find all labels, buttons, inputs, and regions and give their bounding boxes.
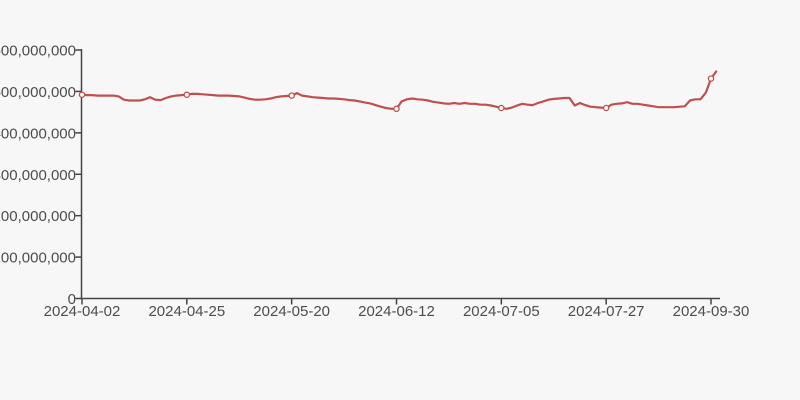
x-tick-label: 2024-04-02 (44, 303, 121, 320)
y-tick-label: 200,000,000 (0, 208, 76, 225)
x-tick-label: 2024-06-12 (358, 303, 435, 320)
x-tick-label: 2024-09-30 (673, 303, 750, 320)
y-tick-label: 500,000,000 (0, 84, 76, 101)
data-point-marker (498, 104, 505, 112)
x-tick-label: 2024-07-27 (568, 303, 645, 320)
axes (80, 49, 720, 300)
y-tick-label: 100,000,000 (0, 250, 76, 267)
data-point-marker (78, 91, 86, 98)
data-point-marker (288, 92, 295, 99)
x-tick-label: 2024-05-20 (253, 303, 330, 320)
y-tick-label: 400,000,000 (0, 125, 76, 142)
x-tick-label: 2024-07-05 (463, 303, 540, 320)
data-point-marker (393, 105, 400, 113)
y-tick-label: 300,000,000 (0, 167, 76, 184)
y-tick-label: 600,000,000 (0, 43, 76, 60)
series-line (80, 70, 718, 110)
y-tick-label: 0 (68, 291, 76, 308)
data-point-marker (707, 75, 715, 82)
data-point-marker (602, 104, 610, 112)
x-tick-label: 2024-04-25 (148, 303, 225, 320)
data-point-marker (183, 91, 191, 98)
